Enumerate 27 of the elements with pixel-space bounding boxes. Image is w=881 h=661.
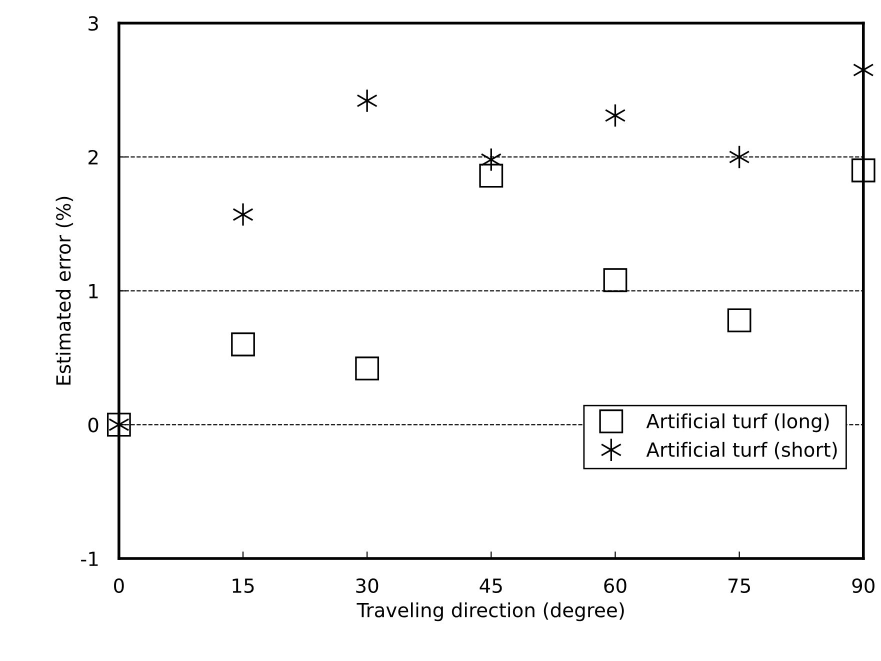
x-tick-label: 75 (728, 578, 750, 594)
point (480, 148, 502, 172)
point (728, 145, 750, 169)
legend-label: Artificial turf (long) (646, 413, 829, 432)
x-tick-label: 15 (232, 578, 254, 594)
point (604, 104, 626, 128)
y-tick-label: -1 (81, 552, 98, 566)
x-tick-label: 0 (114, 578, 124, 594)
point (727, 308, 752, 332)
point (232, 202, 254, 226)
x-tick-label: 60 (604, 578, 626, 594)
x-tick-label: 30 (356, 578, 378, 594)
y-axis-title: Estimated error (%) (56, 196, 74, 385)
point (851, 158, 876, 182)
x-tick-label: 90 (852, 578, 874, 594)
point (231, 332, 255, 356)
point (355, 356, 380, 380)
y-tick-label: 0 (88, 418, 98, 432)
point (356, 88, 378, 113)
point (603, 268, 628, 292)
x-tick-label: 45 (480, 578, 502, 594)
legend-label: Artificial turf (short) (646, 442, 837, 460)
point (479, 164, 504, 188)
y-tick-label: 3 (88, 16, 98, 31)
x-axis-title: Traveling direction (degree) (356, 602, 624, 622)
y-tick-label: 2 (88, 150, 98, 164)
y-tick-label: 1 (89, 284, 98, 298)
